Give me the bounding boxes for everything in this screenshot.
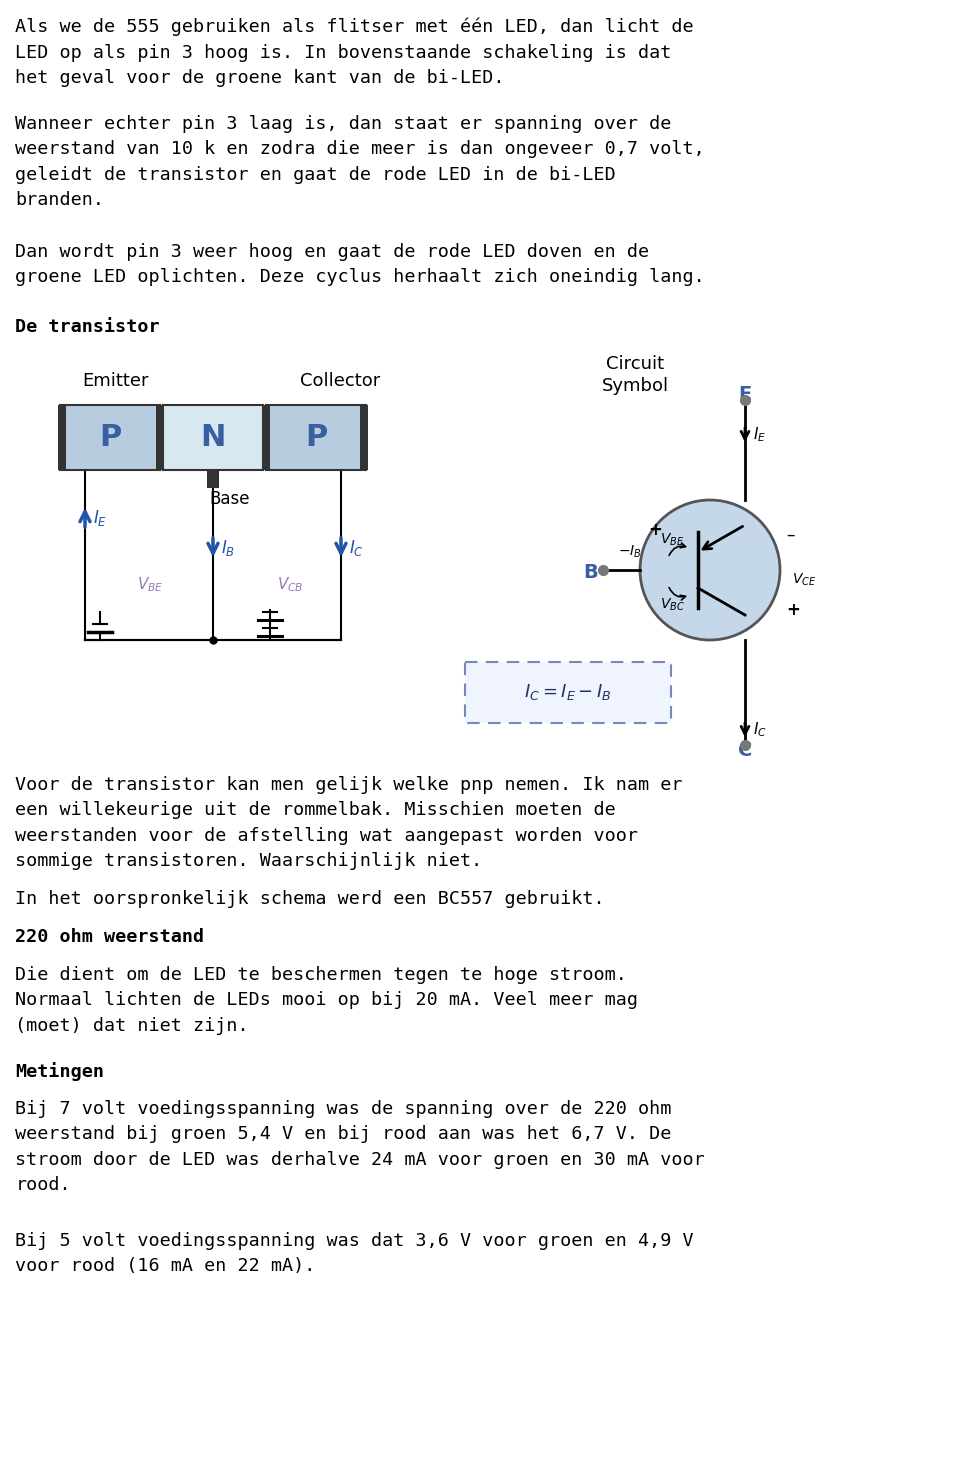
Text: P: P (99, 424, 121, 451)
FancyBboxPatch shape (465, 662, 671, 723)
Text: $\mathit{I}_C$: $\mathit{I}_C$ (349, 538, 364, 558)
Text: $V_{CE}$: $V_{CE}$ (792, 571, 816, 589)
Bar (58, 405, 66, 470)
Text: $- \mathit{I}_B$: $- \mathit{I}_B$ (618, 543, 642, 560)
Bar (60, 405, 160, 470)
Text: $V_{BE}$: $V_{BE}$ (136, 576, 163, 595)
Text: $\mathit{I}_B$: $\mathit{I}_B$ (221, 538, 235, 558)
Text: Circuit
Symbol: Circuit Symbol (601, 355, 668, 394)
Bar (262, 405, 270, 470)
Bar (163, 405, 263, 470)
Text: Bij 5 volt voedingsspanning was dat 3,6 V voor groen en 4,9 V
voor rood (16 mA e: Bij 5 volt voedingsspanning was dat 3,6 … (15, 1232, 694, 1275)
Text: $\mathit{I}_E$: $\mathit{I}_E$ (93, 507, 108, 527)
Text: $V_{BE}$: $V_{BE}$ (660, 532, 684, 548)
Text: In het oorspronkelijk schema werd een BC557 gebruikt.: In het oorspronkelijk schema werd een BC… (15, 890, 605, 907)
Text: Emitter: Emitter (82, 373, 148, 390)
Text: E: E (738, 386, 752, 405)
Text: Base: Base (209, 489, 251, 508)
Bar (266, 405, 366, 470)
Text: Als we de 555 gebruiken als flitser met één LED, dan licht de
LED op als pin 3 h: Als we de 555 gebruiken als flitser met … (15, 18, 694, 88)
Text: $\mathit{I}_E$: $\mathit{I}_E$ (753, 425, 766, 444)
Text: N: N (201, 424, 226, 451)
Text: $V_{CB}$: $V_{CB}$ (276, 576, 303, 595)
Text: Dan wordt pin 3 weer hoog en gaat de rode LED doven en de
groene LED oplichten. : Dan wordt pin 3 weer hoog en gaat de rod… (15, 243, 705, 286)
Text: +: + (786, 600, 800, 619)
Text: –: – (786, 526, 794, 543)
Text: $\mathit{I}_C$: $\mathit{I}_C$ (753, 720, 767, 739)
Text: Collector: Collector (300, 373, 380, 390)
Bar (156, 405, 164, 470)
Text: P: P (305, 424, 327, 451)
Bar (207, 470, 219, 488)
Text: 220 ohm weerstand: 220 ohm weerstand (15, 928, 204, 947)
Text: Voor de transistor kan men gelijk welke pnp nemen. Ik nam er
een willekeurige ui: Voor de transistor kan men gelijk welke … (15, 776, 683, 869)
Text: $V_{BC}$: $V_{BC}$ (660, 596, 684, 614)
Text: Die dient om de LED te beschermen tegen te hoge stroom.
Normaal lichten de LEDs : Die dient om de LED te beschermen tegen … (15, 966, 638, 1034)
Text: Bij 7 volt voedingsspanning was de spanning over de 220 ohm
weerstand bij groen : Bij 7 volt voedingsspanning was de spann… (15, 1100, 705, 1194)
Text: De transistor: De transistor (15, 318, 160, 336)
Text: +: + (648, 522, 661, 539)
Text: Metingen: Metingen (15, 1062, 105, 1081)
Text: Wanneer echter pin 3 laag is, dan staat er spanning over de
weerstand van 10 k e: Wanneer echter pin 3 laag is, dan staat … (15, 115, 705, 209)
Text: C: C (738, 741, 753, 760)
Circle shape (640, 500, 780, 640)
Text: $I_C = I_E - I_B$: $I_C = I_E - I_B$ (524, 682, 612, 703)
Text: B: B (584, 562, 598, 581)
Bar (360, 405, 368, 470)
